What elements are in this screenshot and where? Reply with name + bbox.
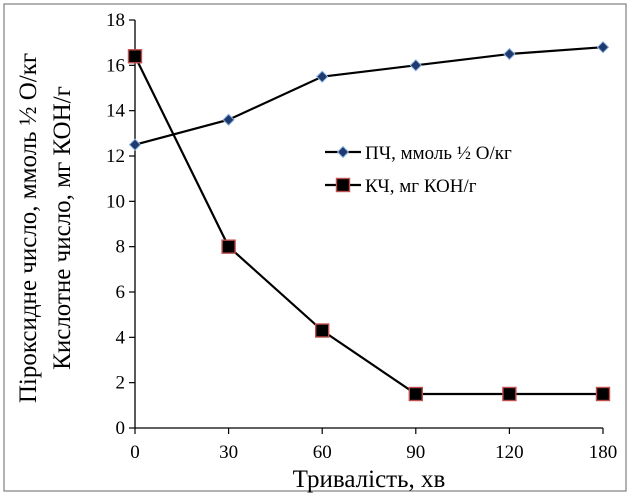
data-point-diamond	[596, 40, 610, 54]
y-tick-label: 4	[116, 327, 126, 348]
series-line	[134, 46, 604, 146]
series-line	[134, 55, 603, 396]
legend: ПЧ, ммоль ½ О/кг КЧ, мг КОН/г	[325, 143, 512, 197]
outer-frame	[3, 3, 627, 492]
y-tick-label: 16	[106, 55, 125, 76]
data-point-diamond	[409, 59, 423, 72]
x-tick-label: 120	[495, 442, 524, 463]
y-tick-label: 12	[106, 146, 125, 167]
data-point-diamond	[222, 113, 235, 126]
x-axis-title: Тривалість, хв	[293, 466, 446, 493]
x-tick-label: 0	[130, 442, 140, 463]
data-point-square	[315, 323, 330, 338]
y-tick-label: 14	[106, 101, 126, 122]
data-point-diamond	[503, 47, 516, 61]
data-point-square	[221, 239, 236, 254]
legend-entry-1: ПЧ, ммоль ½ О/кг	[325, 143, 512, 164]
legend-marker-square	[335, 177, 351, 193]
series-2	[127, 49, 611, 402]
x-tick-label: 180	[589, 442, 618, 463]
y-axis-title-line-2: Кислотне число, мг КОН/г	[49, 86, 76, 370]
y-tick-label: 2	[116, 373, 126, 394]
data-point-square	[502, 386, 517, 402]
series-1	[128, 40, 610, 151]
x-tick-label: 30	[219, 442, 238, 463]
y-tick-label: 0	[116, 418, 126, 439]
axis-titles: Тривалість, хв Пiроксидне число, ммоль ½ …	[15, 53, 445, 493]
legend-label: КЧ, мг КОН/г	[365, 176, 477, 197]
legend-label: ПЧ, ммоль ½ О/кг	[365, 143, 512, 164]
data-point-square	[595, 386, 611, 402]
y-tick-label: 8	[116, 237, 126, 258]
x-tick-label: 60	[313, 442, 332, 463]
y-axis-title-line-1: Пiроксидне число, ммоль ½ О/кг	[15, 53, 42, 403]
series-layer	[127, 40, 611, 402]
y-tick-label: 6	[116, 282, 126, 303]
legend-marker-diamond	[336, 145, 350, 159]
x-tick-label: 90	[406, 442, 425, 463]
data-point-square	[408, 386, 423, 402]
data-point-diamond	[315, 70, 329, 83]
legend-entry-2: КЧ, мг КОН/г	[325, 176, 477, 197]
data-point-diamond	[128, 138, 142, 151]
y-tick-label: 10	[106, 191, 125, 212]
data-point-square	[127, 49, 143, 64]
y-tick-label: 18	[106, 10, 125, 31]
